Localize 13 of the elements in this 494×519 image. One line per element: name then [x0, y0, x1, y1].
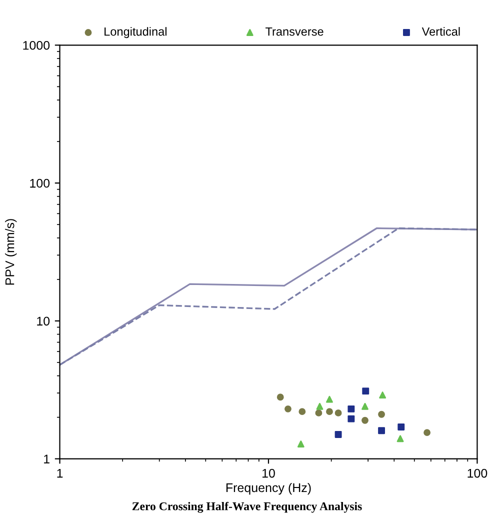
legend-label: Transverse	[266, 28, 324, 36]
legend-label: Longitudinal	[104, 27, 166, 38]
x-tick-label: 100	[468, 468, 488, 478]
text: Zero Crossing Half-Wave Frequency Analysis	[132, 502, 362, 513]
x-axis-title: Frequency (Hz)	[226, 482, 311, 495]
y-tick-label: 1000	[23, 40, 50, 50]
x-tick-label: 1	[57, 468, 63, 478]
y-tick-label: 10	[37, 316, 50, 326]
y-tick-label: 100	[30, 178, 50, 188]
y-axis-title: PPV (mm/s)	[5, 219, 17, 285]
y-tick-label: 1	[44, 454, 50, 464]
x-tick-label: 10	[262, 468, 275, 478]
legend-label: Vertical	[422, 27, 460, 36]
